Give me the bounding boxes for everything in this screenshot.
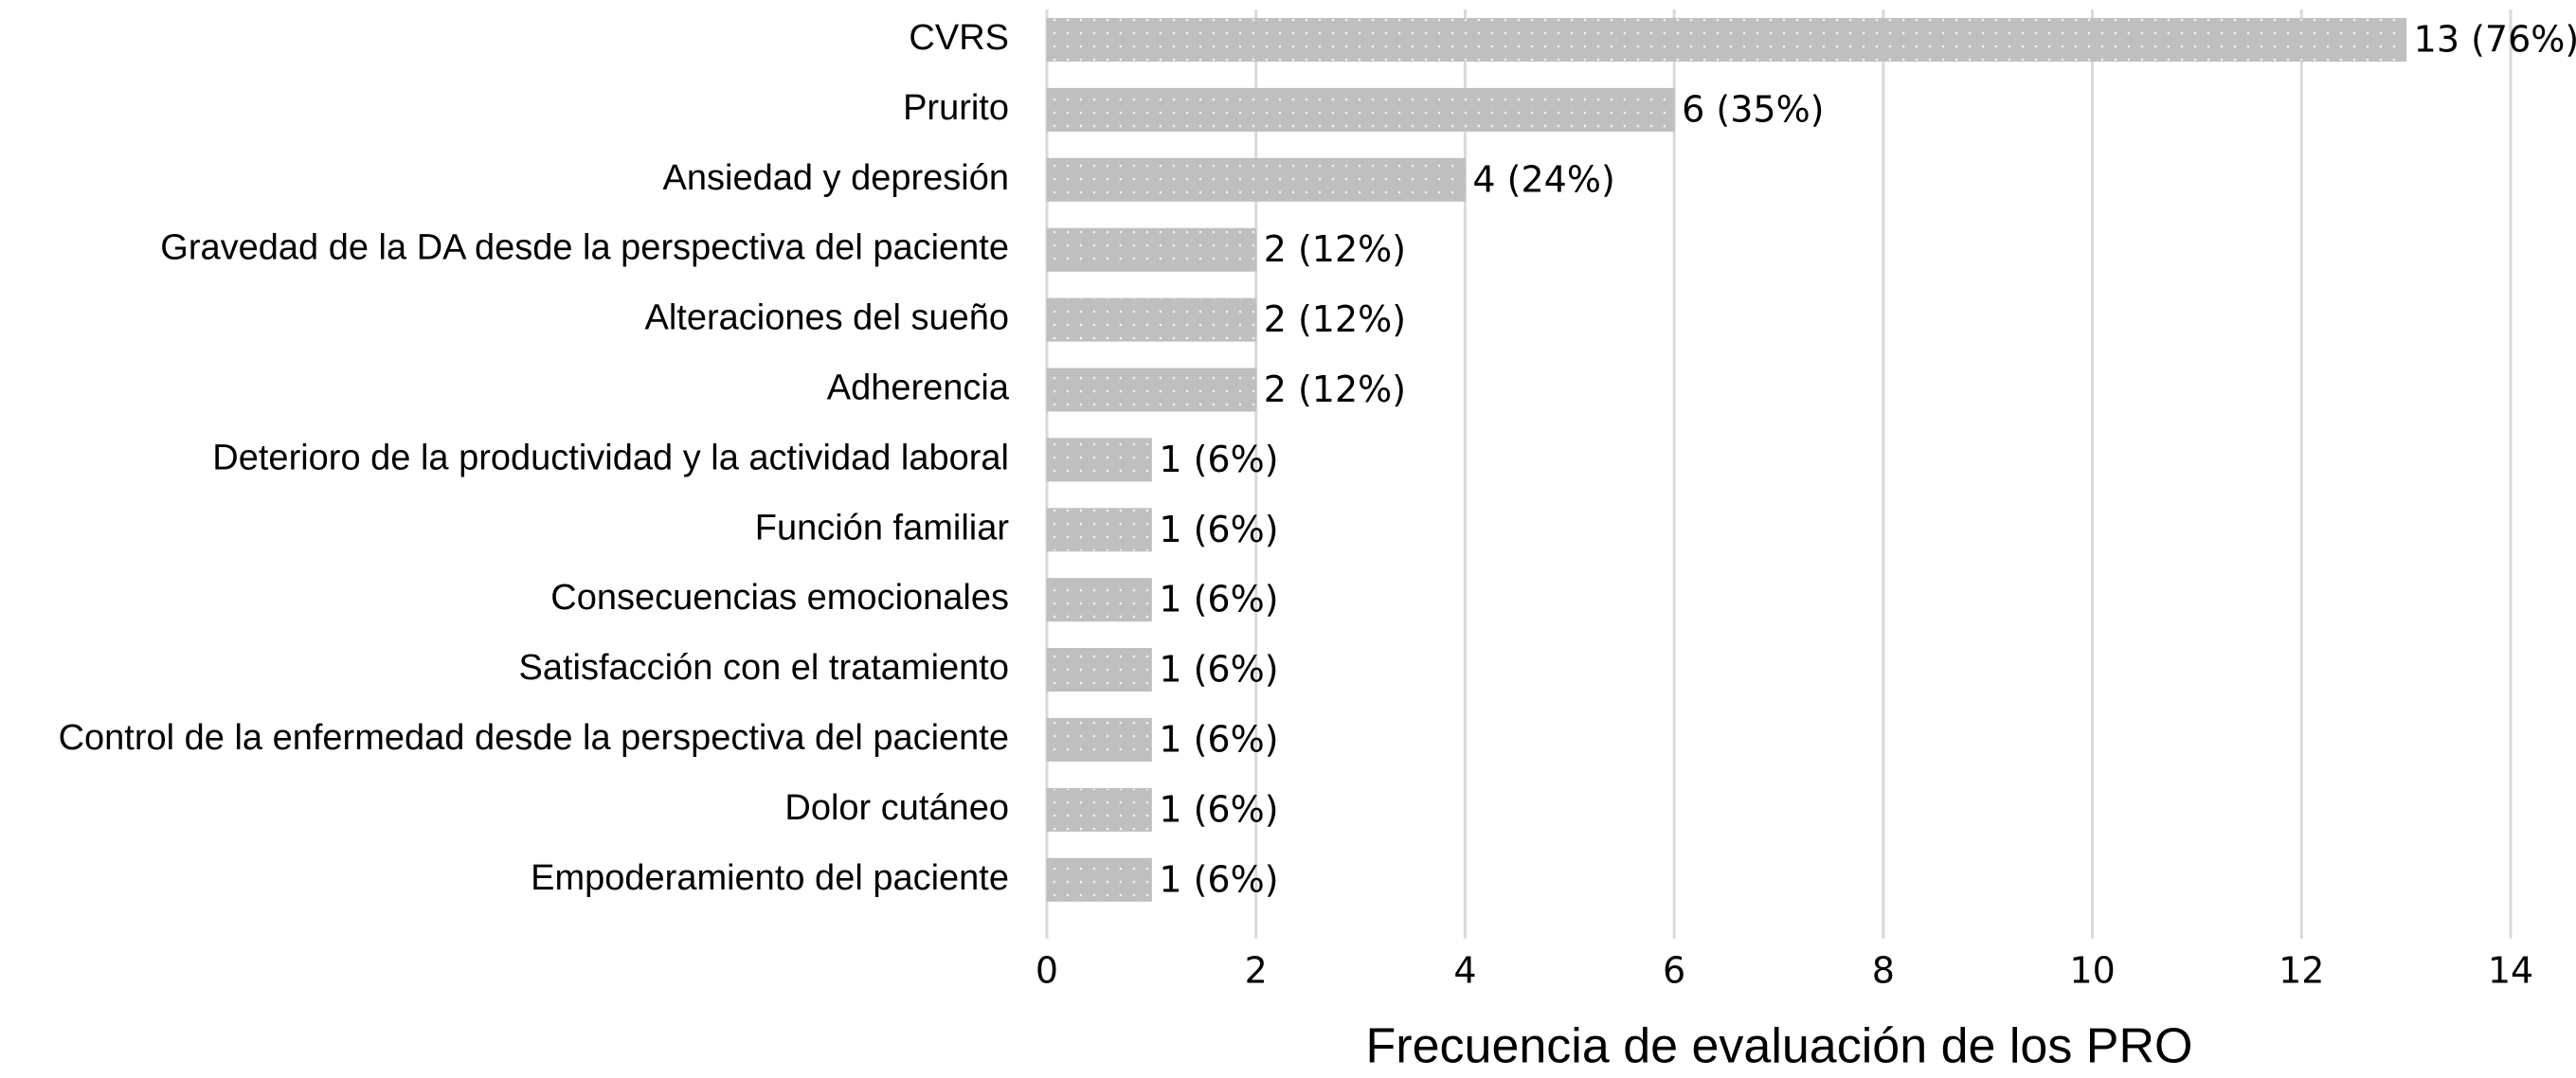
y-tick-label: Alteraciones del sueño: [645, 298, 1009, 338]
value-label: 13 (76%): [2414, 19, 2576, 61]
bar: [1046, 578, 1152, 622]
y-tick-label: Consecuencias emocionales: [550, 578, 1009, 618]
value-label: 2 (12%): [1264, 228, 1406, 270]
value-label: 1 (6%): [1159, 858, 1278, 900]
x-tick-label: 6: [1663, 950, 1685, 992]
value-label: 4 (24%): [1472, 158, 1614, 200]
value-label: 2 (12%): [1264, 298, 1406, 340]
y-tick-label: Función familiar: [755, 508, 1010, 548]
x-axis-title: Frecuencia de evaluación de los PRO: [1366, 1019, 2193, 1074]
bar: [1046, 508, 1152, 552]
y-tick-label: Deterioro de la productividad y la activ…: [212, 438, 1009, 477]
y-tick-label: Prurito: [903, 88, 1009, 128]
x-tick-label: 14: [2488, 950, 2533, 992]
bar: [1046, 857, 1152, 902]
value-label: 6 (35%): [1682, 88, 1824, 130]
bar: [1046, 18, 2407, 62]
bar: [1046, 297, 1257, 342]
value-label: 1 (6%): [1159, 509, 1278, 550]
value-label: 2 (12%): [1264, 368, 1406, 410]
bar: [1046, 368, 1257, 412]
x-tick-label: 2: [1245, 950, 1268, 992]
value-label: 1 (6%): [1159, 649, 1278, 691]
x-tick-label: 10: [2069, 950, 2115, 992]
y-tick-label: Gravedad de la DA desde la perspectiva d…: [160, 228, 1009, 268]
bar: [1046, 787, 1152, 832]
value-label: 1 (6%): [1159, 719, 1278, 761]
y-tick-label: Adherencia: [827, 368, 1010, 408]
bar: [1046, 718, 1152, 762]
bar: [1046, 157, 1466, 202]
x-tick-label: 8: [1872, 950, 1895, 992]
y-tick-label: Control de la enfermedad desde la perspe…: [59, 718, 1009, 758]
value-label: 1 (6%): [1159, 439, 1278, 480]
bar: [1046, 438, 1152, 482]
bar: [1046, 648, 1152, 692]
bar: [1046, 227, 1257, 272]
y-tick-label: Satisfacción con el tratamiento: [519, 648, 1010, 688]
value-label: 1 (6%): [1159, 788, 1278, 830]
x-tick-label: 12: [2279, 950, 2324, 992]
y-tick-label: Dolor cutáneo: [784, 788, 1009, 828]
x-tick-label: 4: [1453, 950, 1476, 992]
bar: [1046, 87, 1675, 132]
value-label: 1 (6%): [1159, 579, 1278, 620]
y-tick-label: Empoderamiento del paciente: [531, 858, 1009, 898]
y-tick-label: CVRS: [909, 18, 1009, 58]
y-tick-label: Ansiedad y depresión: [663, 158, 1009, 198]
x-tick-label: 0: [1036, 950, 1058, 992]
